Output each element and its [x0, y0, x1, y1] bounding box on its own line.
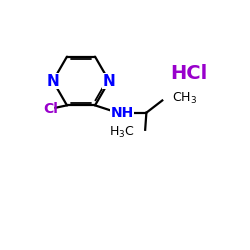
Text: NH: NH	[110, 106, 134, 120]
Text: Cl: Cl	[44, 102, 59, 116]
Text: CH$_3$: CH$_3$	[172, 91, 197, 106]
Text: N: N	[46, 74, 59, 88]
Text: N: N	[103, 74, 116, 88]
Text: H$_3$C: H$_3$C	[108, 125, 134, 140]
Text: HCl: HCl	[170, 64, 207, 83]
